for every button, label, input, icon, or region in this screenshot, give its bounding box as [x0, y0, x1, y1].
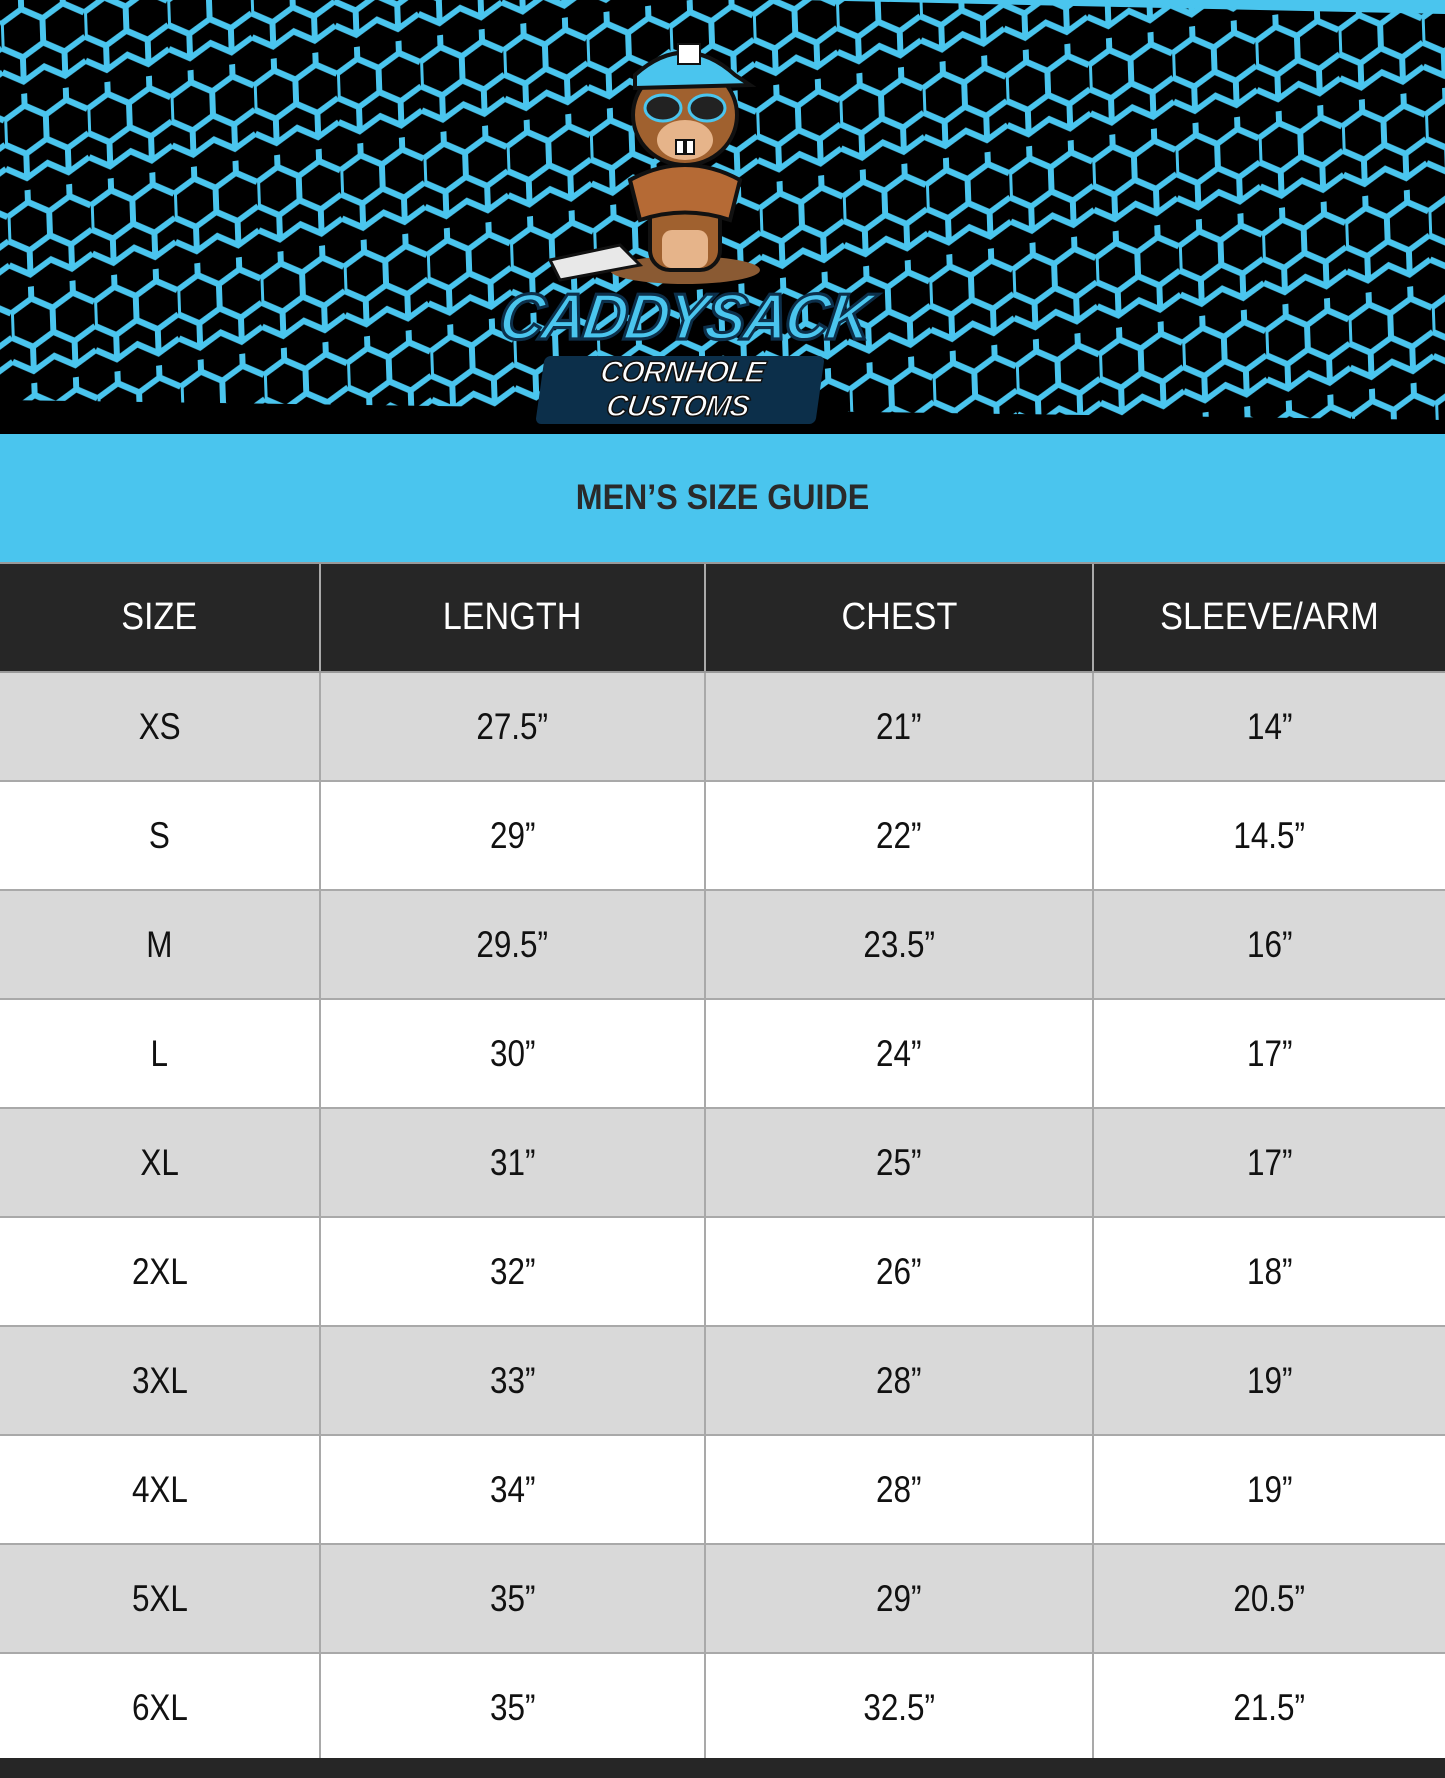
cell-chest: 32.5”	[704, 1653, 1093, 1763]
cell-chest: 28”	[704, 1326, 1093, 1436]
title-band: MEN’S SIZE GUIDE	[0, 434, 1445, 562]
cell-length: 33”	[319, 1326, 705, 1436]
header-size: SIZE	[0, 562, 320, 673]
size-table: SIZE LENGTH CHEST SLEEVE/ARM XS 27.5” 21” 1…	[0, 562, 1445, 1763]
header-chest: CHEST	[704, 562, 1093, 673]
table-row: XS 27.5” 21” 14”	[0, 672, 1445, 782]
table-row: XL 31” 25” 17”	[0, 1108, 1445, 1218]
cell-length: 35”	[319, 1544, 705, 1654]
table-row: 5XL 35” 29” 20.5”	[0, 1544, 1445, 1654]
table-row: S 29” 22” 14.5”	[0, 781, 1445, 891]
table-row: 2XL 32” 26” 18”	[0, 1217, 1445, 1327]
cell-sleeve: 14.5”	[1092, 781, 1445, 891]
cell-chest: 21”	[704, 672, 1093, 782]
table-row: 3XL 33” 28” 19”	[0, 1326, 1445, 1436]
table-row: 4XL 34” 28” 19”	[0, 1435, 1445, 1545]
cell-sleeve: 17”	[1092, 1108, 1445, 1218]
cell-length: 30”	[319, 999, 705, 1109]
cell-size: 3XL	[0, 1326, 320, 1436]
cell-size: 4XL	[0, 1435, 320, 1545]
cell-chest: 29”	[704, 1544, 1093, 1654]
cell-length: 29.5”	[319, 890, 705, 1000]
cell-length: 32”	[319, 1217, 705, 1327]
cell-length: 35”	[319, 1653, 705, 1763]
cell-length: 34”	[319, 1435, 705, 1545]
cell-length: 31”	[319, 1108, 705, 1218]
page-title: MEN’S SIZE GUIDE	[575, 478, 870, 517]
cell-chest: 22”	[704, 781, 1093, 891]
table-header: SIZE LENGTH CHEST SLEEVE/ARM	[0, 562, 1445, 673]
cell-size: 6XL	[0, 1653, 320, 1763]
cell-chest: 24”	[704, 999, 1093, 1109]
cell-size: XL	[0, 1108, 320, 1218]
cell-length: 27.5”	[319, 672, 705, 782]
caddysack-logo: CADDYSACK CORNHOLE CUSTOMS	[493, 30, 876, 424]
table-row: M 29.5” 23.5” 16”	[0, 890, 1445, 1000]
hexagon-banner: CADDYSACK CORNHOLE CUSTOMS	[0, 0, 1445, 434]
cell-sleeve: 17”	[1092, 999, 1445, 1109]
cell-sleeve: 19”	[1092, 1435, 1445, 1545]
cell-size: L	[0, 999, 320, 1109]
logo-wordmark: CADDYSACK	[493, 280, 875, 356]
cell-sleeve: 21.5”	[1092, 1653, 1445, 1763]
cell-chest: 25”	[704, 1108, 1093, 1218]
cell-sleeve: 19”	[1092, 1326, 1445, 1436]
cell-chest: 23.5”	[704, 890, 1093, 1000]
header-length: LENGTH	[319, 562, 705, 673]
cell-size: 5XL	[0, 1544, 320, 1654]
table-row: 6XL 35” 32.5” 21.5”	[0, 1653, 1445, 1763]
footer-bar	[0, 1758, 1445, 1778]
cell-sleeve: 14”	[1092, 672, 1445, 782]
beaver-mascot-icon	[547, 43, 760, 284]
cell-chest: 26”	[704, 1217, 1093, 1327]
cell-size: M	[0, 890, 320, 1000]
table-row: L 30” 24” 17”	[0, 999, 1445, 1109]
cell-size: XS	[0, 672, 320, 782]
cell-chest: 28”	[704, 1435, 1093, 1545]
cell-size: 2XL	[0, 1217, 320, 1327]
header-sleeve: SLEEVE/ARM	[1092, 562, 1445, 673]
cell-sleeve: 20.5”	[1092, 1544, 1445, 1654]
cell-sleeve: 16”	[1092, 890, 1445, 1000]
logo-tagline: CORNHOLE CUSTOMS	[535, 355, 825, 424]
cell-length: 29”	[319, 781, 705, 891]
cell-size: S	[0, 781, 320, 891]
cell-sleeve: 18”	[1092, 1217, 1445, 1327]
